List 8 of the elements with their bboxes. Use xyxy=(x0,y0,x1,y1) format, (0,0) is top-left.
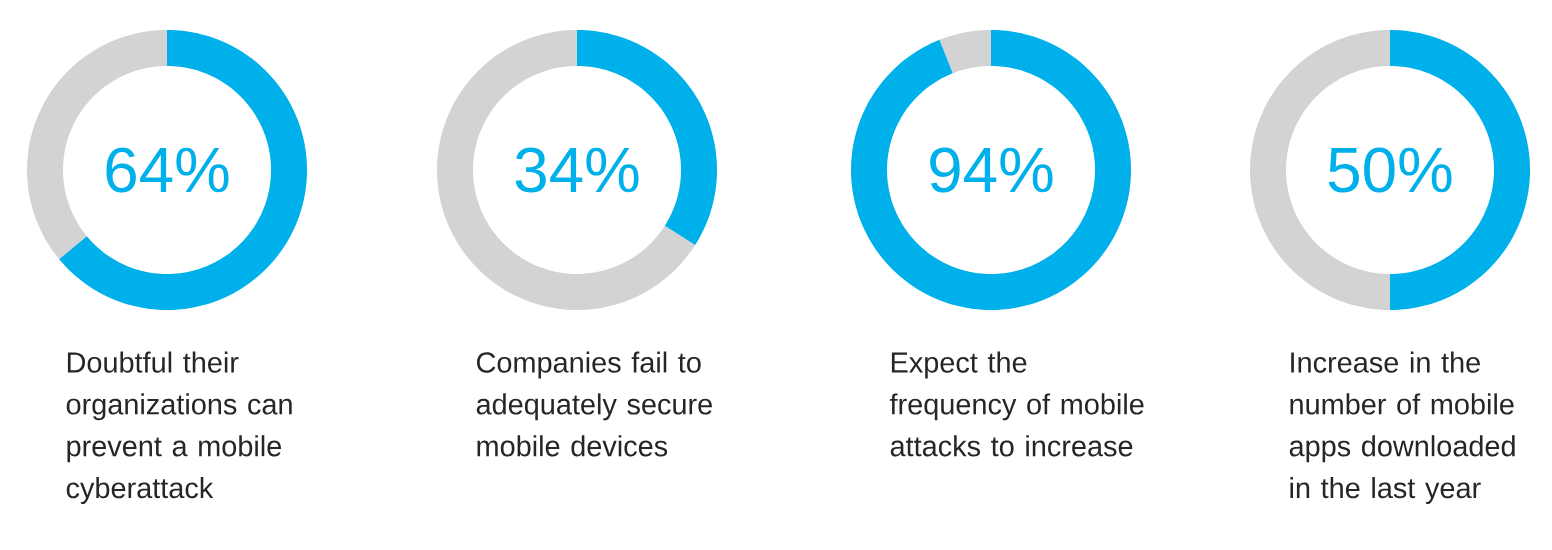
data-label: 64% xyxy=(106,147,229,193)
text: Increase in the number of mobile apps downloaded in the last year xyxy=(1289,351,1515,504)
data-label: 94% xyxy=(930,147,1053,193)
text: Expect the frequency of mobile attacks to increase xyxy=(889,351,1144,457)
text: Companies fail to adequately secure mobile devices xyxy=(476,351,712,457)
data-label: 50% xyxy=(1328,147,1452,193)
data-label: 34% xyxy=(515,147,639,193)
text: Doubtful their organizations can prevent a mobile cyberattack xyxy=(66,351,292,504)
